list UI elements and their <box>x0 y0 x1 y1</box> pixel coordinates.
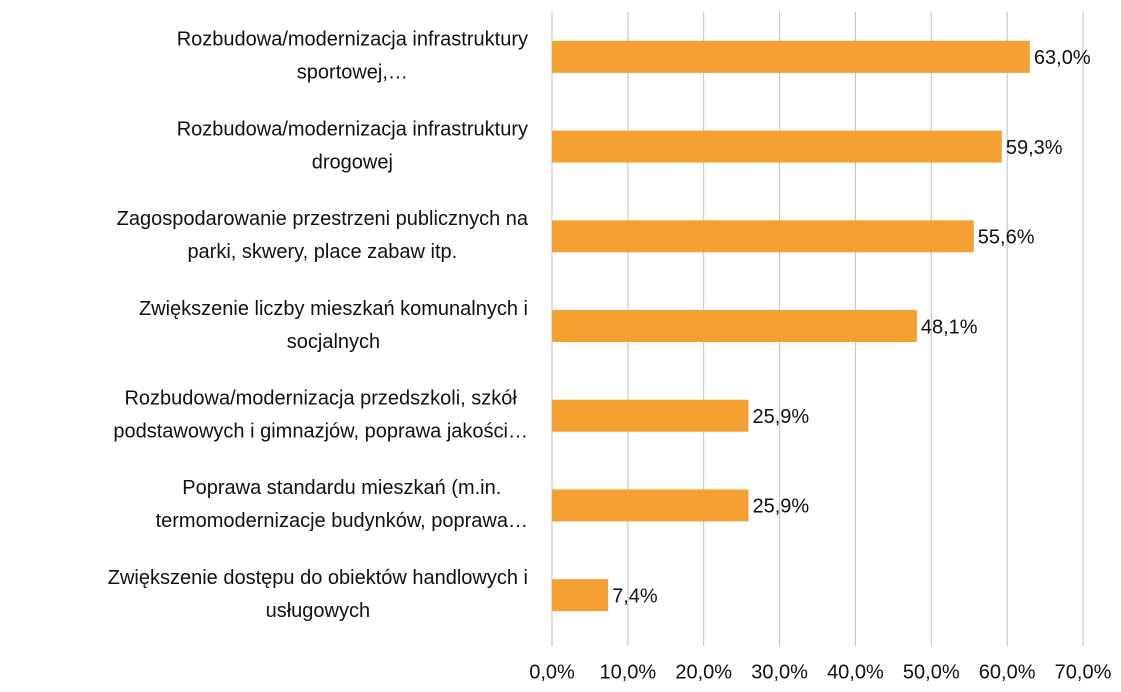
bar <box>552 579 609 612</box>
category-label: Rozbudowa/modernizacja infrastruktury <box>177 29 528 51</box>
x-tick-label: 20,0% <box>675 661 732 683</box>
bar <box>552 40 1030 73</box>
x-tick-label: 30,0% <box>751 661 808 683</box>
bar <box>552 130 1002 163</box>
value-label: 59,3% <box>1006 137 1063 159</box>
bar <box>552 310 917 342</box>
category-label: termomodernizacje budynków, poprawa… <box>156 510 528 532</box>
value-label: 55,6% <box>978 227 1035 249</box>
bar <box>552 399 749 432</box>
category-label: parki, skwery, place zabaw itp. <box>187 241 457 263</box>
x-tick-label: 70,0% <box>1055 661 1112 683</box>
category-label: drogowej <box>312 151 393 173</box>
x-tick-label: 0,0% <box>529 661 575 683</box>
category-label: Zagospodarowanie przestrzeni publicznych… <box>117 208 529 230</box>
value-label: 25,9% <box>752 496 809 518</box>
category-label: Rozbudowa/modernizacja infrastruktury <box>177 118 528 140</box>
category-label: usługowych <box>266 600 371 622</box>
category-label: Zwiększenie liczby mieszkań komunalnych … <box>139 298 528 320</box>
category-label: Poprawa standardu mieszkań (m.in. <box>182 477 501 499</box>
x-tick-label: 60,0% <box>979 661 1036 683</box>
category-label: Zwiększenie dostępu do obiektów handlowy… <box>108 567 528 589</box>
value-label: 7,4% <box>612 585 658 607</box>
value-label: 63,0% <box>1034 47 1091 69</box>
bar <box>552 489 749 522</box>
x-tick-label: 10,0% <box>599 661 656 683</box>
value-label: 25,9% <box>752 406 809 428</box>
bar <box>552 220 974 253</box>
x-tick-label: 40,0% <box>827 661 884 683</box>
category-label: socjalnych <box>287 331 380 353</box>
category-label: podstawowych i gimnazjów, poprawa jakośc… <box>113 420 528 442</box>
category-label: Rozbudowa/modernizacja przedszkoli, szkó… <box>124 387 517 409</box>
x-tick-label: 50,0% <box>903 661 960 683</box>
value-label: 48,1% <box>921 316 978 338</box>
category-label: sportowej,… <box>297 62 408 84</box>
